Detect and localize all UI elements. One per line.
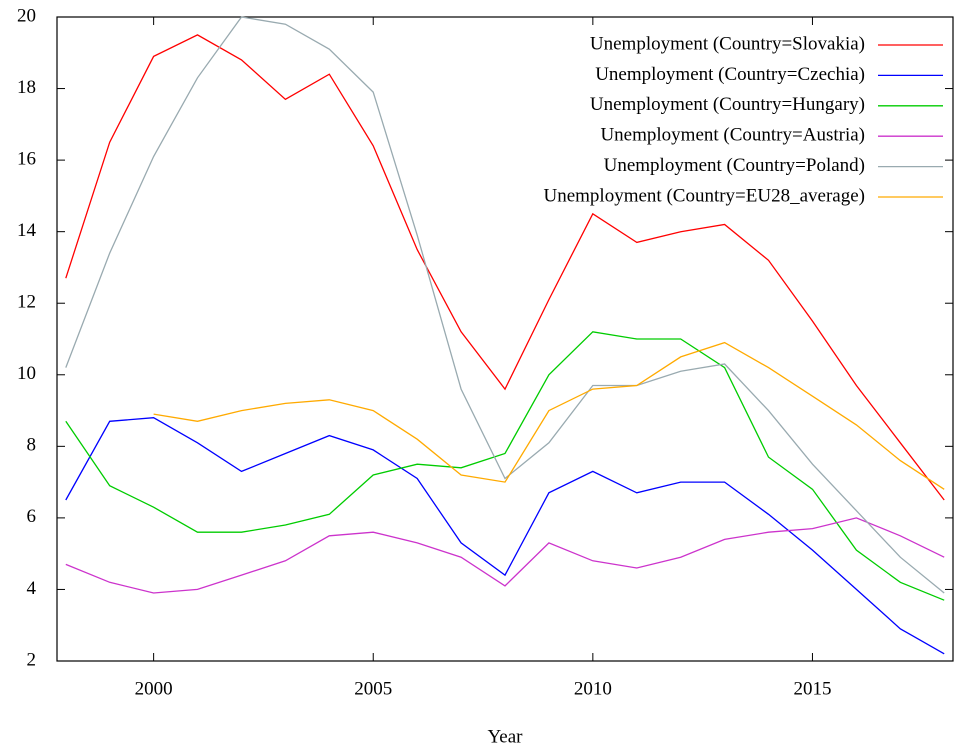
x-axis-label: Year (487, 726, 523, 747)
series-line (65, 34, 945, 501)
series-line (65, 417, 945, 655)
legend-label: Unemployment (Country=Hungary) (590, 94, 865, 115)
y-tick-label: 16 (17, 148, 36, 169)
x-tick-label: 2010 (574, 678, 612, 699)
y-tick-label: 14 (17, 220, 37, 241)
plot-frame (56, 16, 954, 662)
legend-label: Unemployment (Country=Poland) (604, 155, 865, 176)
legend-label: Unemployment (Country=Czechia) (595, 64, 865, 85)
y-tick-label: 20 (17, 5, 36, 26)
y-tick-label: 6 (27, 506, 37, 527)
y-tick-label: 4 (27, 578, 37, 599)
x-tick-label: 2005 (354, 678, 392, 699)
series-line (65, 331, 945, 601)
legend-label: Unemployment (Country=Slovakia) (590, 33, 865, 54)
x-tick-label: 2000 (135, 678, 173, 699)
y-tick-label: 12 (17, 292, 36, 313)
y-tick-label: 2 (27, 649, 37, 670)
series-line (65, 16, 945, 594)
y-tick-label: 18 (17, 77, 36, 98)
y-tick-label: 8 (27, 435, 37, 456)
legend-label: Unemployment (Country=EU28_average) (544, 185, 866, 206)
series-line (153, 341, 945, 490)
series-line (65, 517, 945, 594)
y-tick-label: 10 (17, 363, 36, 384)
x-tick-label: 2015 (793, 678, 831, 699)
legend-label: Unemployment (Country=Austria) (600, 125, 865, 146)
